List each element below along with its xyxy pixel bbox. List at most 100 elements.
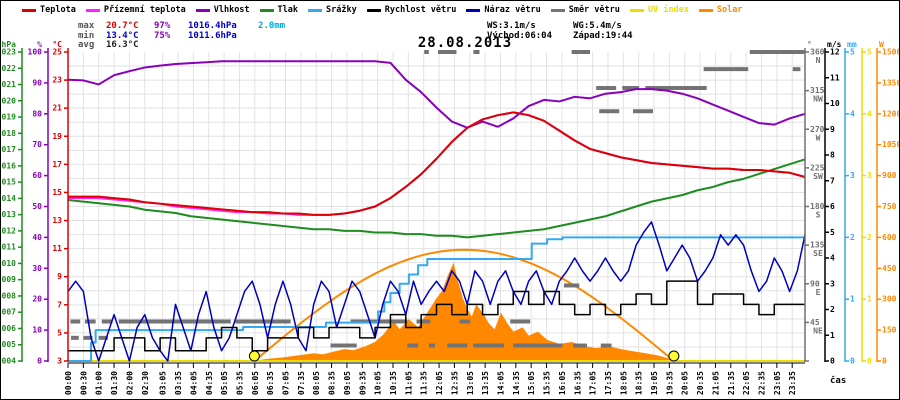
svg-text:9: 9 (57, 272, 62, 281)
svg-text:315: 315 (810, 86, 825, 95)
svg-text:1: 1 (867, 295, 872, 304)
svg-text:4: 4 (867, 109, 872, 118)
svg-text:2: 2 (867, 233, 872, 242)
svg-text:12: 12 (830, 48, 840, 57)
svg-text:1014: 1014 (0, 194, 16, 203)
svg-text:17:05: 17:05 (589, 371, 598, 395)
svg-text:3: 3 (867, 171, 872, 180)
svg-text:1350: 1350 (882, 78, 900, 87)
legend-swatch (366, 8, 381, 12)
legend-item-8: Směr větru (550, 5, 620, 15)
svg-text:4: 4 (850, 109, 855, 118)
svg-text:5: 5 (850, 48, 855, 57)
stat-max-temp: 20.7°C (106, 21, 139, 31)
svg-text:06:35: 06:35 (266, 371, 275, 395)
stat-max-pressure: 1016.4hPa (188, 21, 237, 31)
svg-text:11: 11 (52, 244, 62, 253)
svg-text:90: 90 (810, 279, 820, 288)
svg-text:1013: 1013 (0, 210, 16, 219)
svg-text:17:35: 17:35 (604, 371, 613, 395)
svg-text:70: 70 (32, 140, 42, 149)
svg-text:°C: °C (52, 40, 62, 49)
legend-item-4: Tlak (259, 5, 298, 15)
svg-text:3: 3 (850, 171, 855, 180)
legend-label: Směr větru (568, 5, 620, 15)
svg-text:02:30: 02:30 (141, 371, 150, 395)
svg-text:0: 0 (37, 357, 42, 366)
svg-text:07:35: 07:35 (297, 371, 306, 395)
svg-text:11:05: 11:05 (404, 371, 413, 395)
legend-item-9: UV index (629, 5, 689, 15)
svg-text:09:35: 09:35 (358, 371, 367, 395)
svg-text:9: 9 (830, 125, 835, 134)
svg-text:600: 600 (882, 233, 897, 242)
wind-sun-info: WS:3.1m/s WG:5.4m/s Východ:06:04 Západ:1… (487, 21, 659, 41)
legend-item-10: Solar (698, 5, 742, 15)
svg-text:900: 900 (882, 171, 897, 180)
stat-max-humidity: 97% (154, 21, 171, 31)
stat-avg-temp: 16.3°C (106, 40, 139, 50)
svg-text:09:05: 09:05 (343, 371, 352, 395)
svg-text:450: 450 (882, 264, 897, 273)
svg-text:13:05: 13:05 (466, 371, 475, 395)
svg-text:60: 60 (32, 171, 42, 180)
svg-text:3: 3 (830, 279, 835, 288)
svg-text:19: 19 (52, 132, 62, 141)
svg-text:E: E (816, 288, 821, 297)
svg-text:50: 50 (32, 202, 42, 211)
legend-label: Rychlost větru (384, 5, 457, 15)
stats-block: max 20.7°C 97% 1016.4hPa 2.0mm min 13.4°… (78, 21, 300, 51)
sunset-time: Západ:19:44 (573, 30, 633, 41)
svg-text:20:05: 20:05 (681, 371, 690, 395)
svg-text:180: 180 (810, 202, 825, 211)
svg-text:1: 1 (850, 295, 855, 304)
svg-text:100: 100 (28, 48, 43, 57)
svg-text:25: 25 (52, 48, 62, 57)
svg-text:19:35: 19:35 (665, 371, 674, 395)
legend-swatch (629, 8, 644, 12)
svg-text:1007: 1007 (0, 308, 16, 317)
svg-text:15:05: 15:05 (527, 371, 536, 395)
svg-text:40: 40 (32, 233, 42, 242)
svg-text:00:30: 00:30 (79, 371, 88, 395)
svg-text:1023: 1023 (0, 48, 16, 57)
svg-text:1016: 1016 (0, 161, 16, 170)
svg-text:2: 2 (830, 305, 835, 314)
svg-text:45: 45 (810, 318, 820, 327)
svg-text:1004: 1004 (0, 357, 16, 366)
legend-label: Náraz větru (484, 5, 541, 15)
svg-text:m/s: m/s (827, 40, 842, 49)
chart-date-title: 28.08.2013 (417, 35, 513, 51)
legend-item-5: Srážky (308, 5, 357, 15)
legend-label: Vlhkost (213, 5, 250, 15)
chart-legend: Teplota Přízemní teplota Vlhkost Tlak Srážky… (22, 2, 742, 18)
legend-swatch (308, 8, 323, 12)
legend-item-2: Přízemní teplota (85, 5, 186, 15)
stats-row-min: min 13.4°C 75% 1011.6hPa (78, 30, 300, 42)
stats-row-avg: avg 16.3°C (78, 40, 300, 51)
svg-text:0: 0 (850, 357, 855, 366)
legend-swatch (85, 8, 100, 12)
svg-text:14:35: 14:35 (512, 371, 521, 395)
legend-item-6: Rychlost větru (366, 5, 457, 15)
stat-label-min: min (78, 30, 95, 41)
svg-text:300: 300 (882, 295, 897, 304)
svg-text:02:00: 02:00 (125, 371, 134, 395)
svg-text:1009: 1009 (0, 275, 16, 284)
legend-label: Teplota (40, 5, 76, 15)
svg-text:NW: NW (813, 95, 823, 104)
svg-text:%: % (37, 40, 42, 49)
stat-label-max: max (78, 21, 95, 31)
svg-text:12:35: 12:35 (450, 371, 459, 395)
svg-text:10:35: 10:35 (389, 371, 398, 395)
legend-label: UV index (647, 5, 689, 15)
svg-text:19:05: 19:05 (650, 371, 659, 395)
svg-text:07:05: 07:05 (282, 371, 291, 395)
svg-text:mm: mm (847, 40, 857, 49)
svg-text:1005: 1005 (0, 340, 16, 349)
svg-text:16:35: 16:35 (573, 371, 582, 395)
svg-text:03:05: 03:05 (159, 371, 168, 395)
svg-text:0: 0 (882, 357, 887, 366)
